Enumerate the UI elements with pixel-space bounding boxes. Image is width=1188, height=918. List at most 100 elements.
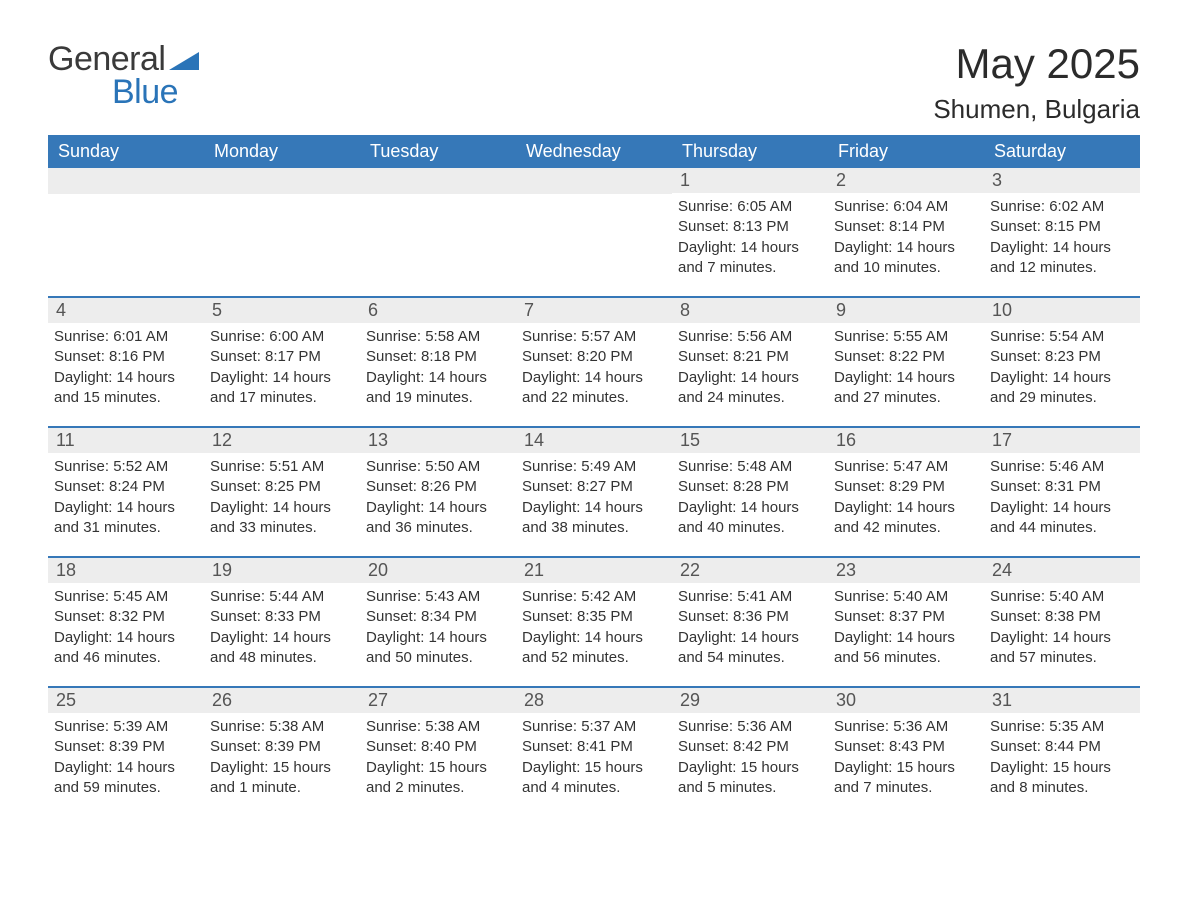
sunrise-text: Sunrise: 5:54 AM	[990, 327, 1134, 347]
day-number: 9	[828, 298, 984, 323]
day-body: Sunrise: 5:40 AMSunset: 8:37 PMDaylight:…	[828, 583, 984, 674]
sunset-text: Sunset: 8:20 PM	[522, 347, 666, 367]
brand-word-blue: Blue	[112, 73, 178, 112]
dow-cell: Friday	[828, 135, 984, 168]
dow-cell: Wednesday	[516, 135, 672, 168]
day-number: 21	[516, 558, 672, 583]
day-cell: 13Sunrise: 5:50 AMSunset: 8:26 PMDayligh…	[360, 428, 516, 556]
day-number: 6	[360, 298, 516, 323]
day-cell: 1Sunrise: 6:05 AMSunset: 8:13 PMDaylight…	[672, 168, 828, 296]
day-body: Sunrise: 5:44 AMSunset: 8:33 PMDaylight:…	[204, 583, 360, 674]
sunset-text: Sunset: 8:28 PM	[678, 477, 822, 497]
day-number: 20	[360, 558, 516, 583]
daylight-text: Daylight: 14 hours and 36 minutes.	[366, 498, 510, 539]
daylight-text: Daylight: 14 hours and 7 minutes.	[678, 238, 822, 279]
sunrise-text: Sunrise: 5:38 AM	[210, 717, 354, 737]
sunset-text: Sunset: 8:17 PM	[210, 347, 354, 367]
day-cell	[204, 168, 360, 296]
sunset-text: Sunset: 8:26 PM	[366, 477, 510, 497]
day-cell: 16Sunrise: 5:47 AMSunset: 8:29 PMDayligh…	[828, 428, 984, 556]
daylight-text: Daylight: 14 hours and 12 minutes.	[990, 238, 1134, 279]
sunrise-text: Sunrise: 5:51 AM	[210, 457, 354, 477]
day-body: Sunrise: 5:55 AMSunset: 8:22 PMDaylight:…	[828, 323, 984, 414]
day-number: 13	[360, 428, 516, 453]
day-number: 5	[204, 298, 360, 323]
sunset-text: Sunset: 8:44 PM	[990, 737, 1134, 757]
daylight-text: Daylight: 14 hours and 54 minutes.	[678, 628, 822, 669]
day-body: Sunrise: 5:36 AMSunset: 8:42 PMDaylight:…	[672, 713, 828, 804]
day-cell: 12Sunrise: 5:51 AMSunset: 8:25 PMDayligh…	[204, 428, 360, 556]
day-body: Sunrise: 5:46 AMSunset: 8:31 PMDaylight:…	[984, 453, 1140, 544]
sunrise-text: Sunrise: 5:57 AM	[522, 327, 666, 347]
day-body: Sunrise: 5:43 AMSunset: 8:34 PMDaylight:…	[360, 583, 516, 674]
sunrise-text: Sunrise: 5:36 AM	[678, 717, 822, 737]
page-header: General Blue May 2025 Shumen, Bulgaria	[48, 40, 1140, 125]
day-cell: 10Sunrise: 5:54 AMSunset: 8:23 PMDayligh…	[984, 298, 1140, 426]
daylight-text: Daylight: 14 hours and 19 minutes.	[366, 368, 510, 409]
sunset-text: Sunset: 8:33 PM	[210, 607, 354, 627]
day-body: Sunrise: 5:45 AMSunset: 8:32 PMDaylight:…	[48, 583, 204, 674]
sunrise-text: Sunrise: 5:37 AM	[522, 717, 666, 737]
day-cell: 15Sunrise: 5:48 AMSunset: 8:28 PMDayligh…	[672, 428, 828, 556]
daylight-text: Daylight: 15 hours and 7 minutes.	[834, 758, 978, 799]
day-body: Sunrise: 6:02 AMSunset: 8:15 PMDaylight:…	[984, 193, 1140, 284]
daylight-text: Daylight: 15 hours and 4 minutes.	[522, 758, 666, 799]
day-number: 7	[516, 298, 672, 323]
day-cell: 2Sunrise: 6:04 AMSunset: 8:14 PMDaylight…	[828, 168, 984, 296]
day-number: 25	[48, 688, 204, 713]
sunrise-text: Sunrise: 5:36 AM	[834, 717, 978, 737]
day-number: 24	[984, 558, 1140, 583]
daylight-text: Daylight: 14 hours and 59 minutes.	[54, 758, 198, 799]
daylight-text: Daylight: 14 hours and 24 minutes.	[678, 368, 822, 409]
sunset-text: Sunset: 8:34 PM	[366, 607, 510, 627]
sunrise-text: Sunrise: 5:56 AM	[678, 327, 822, 347]
daylight-text: Daylight: 14 hours and 33 minutes.	[210, 498, 354, 539]
sunset-text: Sunset: 8:43 PM	[834, 737, 978, 757]
day-number-empty	[48, 168, 204, 194]
day-body: Sunrise: 5:39 AMSunset: 8:39 PMDaylight:…	[48, 713, 204, 804]
day-number: 31	[984, 688, 1140, 713]
sunrise-text: Sunrise: 6:00 AM	[210, 327, 354, 347]
sunrise-text: Sunrise: 5:35 AM	[990, 717, 1134, 737]
sunset-text: Sunset: 8:29 PM	[834, 477, 978, 497]
day-number: 29	[672, 688, 828, 713]
sunrise-text: Sunrise: 6:02 AM	[990, 197, 1134, 217]
day-cell: 30Sunrise: 5:36 AMSunset: 8:43 PMDayligh…	[828, 688, 984, 816]
daylight-text: Daylight: 14 hours and 17 minutes.	[210, 368, 354, 409]
daylight-text: Daylight: 15 hours and 8 minutes.	[990, 758, 1134, 799]
sunrise-text: Sunrise: 6:05 AM	[678, 197, 822, 217]
daylight-text: Daylight: 14 hours and 31 minutes.	[54, 498, 198, 539]
day-number-empty	[516, 168, 672, 194]
day-cell: 26Sunrise: 5:38 AMSunset: 8:39 PMDayligh…	[204, 688, 360, 816]
sunset-text: Sunset: 8:14 PM	[834, 217, 978, 237]
week-row: 11Sunrise: 5:52 AMSunset: 8:24 PMDayligh…	[48, 426, 1140, 556]
day-cell: 29Sunrise: 5:36 AMSunset: 8:42 PMDayligh…	[672, 688, 828, 816]
day-cell: 9Sunrise: 5:55 AMSunset: 8:22 PMDaylight…	[828, 298, 984, 426]
day-number: 10	[984, 298, 1140, 323]
sunset-text: Sunset: 8:13 PM	[678, 217, 822, 237]
day-cell	[516, 168, 672, 296]
day-body: Sunrise: 5:41 AMSunset: 8:36 PMDaylight:…	[672, 583, 828, 674]
day-body: Sunrise: 5:38 AMSunset: 8:40 PMDaylight:…	[360, 713, 516, 804]
day-cell: 24Sunrise: 5:40 AMSunset: 8:38 PMDayligh…	[984, 558, 1140, 686]
week-row: 18Sunrise: 5:45 AMSunset: 8:32 PMDayligh…	[48, 556, 1140, 686]
daylight-text: Daylight: 15 hours and 2 minutes.	[366, 758, 510, 799]
week-row: 1Sunrise: 6:05 AMSunset: 8:13 PMDaylight…	[48, 168, 1140, 296]
day-number: 4	[48, 298, 204, 323]
sunrise-text: Sunrise: 5:43 AM	[366, 587, 510, 607]
day-number: 14	[516, 428, 672, 453]
week-row: 4Sunrise: 6:01 AMSunset: 8:16 PMDaylight…	[48, 296, 1140, 426]
daylight-text: Daylight: 14 hours and 57 minutes.	[990, 628, 1134, 669]
day-body: Sunrise: 5:54 AMSunset: 8:23 PMDaylight:…	[984, 323, 1140, 414]
day-body: Sunrise: 5:35 AMSunset: 8:44 PMDaylight:…	[984, 713, 1140, 804]
day-body: Sunrise: 5:40 AMSunset: 8:38 PMDaylight:…	[984, 583, 1140, 674]
day-number: 26	[204, 688, 360, 713]
daylight-text: Daylight: 14 hours and 48 minutes.	[210, 628, 354, 669]
sunset-text: Sunset: 8:38 PM	[990, 607, 1134, 627]
day-number-empty	[360, 168, 516, 194]
day-cell: 18Sunrise: 5:45 AMSunset: 8:32 PMDayligh…	[48, 558, 204, 686]
day-body: Sunrise: 6:01 AMSunset: 8:16 PMDaylight:…	[48, 323, 204, 414]
sunset-text: Sunset: 8:42 PM	[678, 737, 822, 757]
sunset-text: Sunset: 8:39 PM	[210, 737, 354, 757]
day-cell: 17Sunrise: 5:46 AMSunset: 8:31 PMDayligh…	[984, 428, 1140, 556]
